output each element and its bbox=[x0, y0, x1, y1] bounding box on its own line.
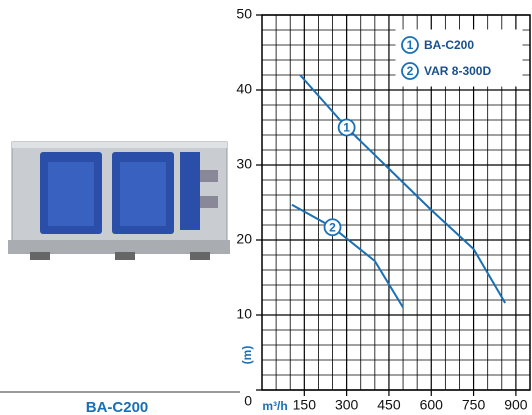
x-tick-label: 900 bbox=[504, 397, 528, 413]
curve-badge-label: 2 bbox=[407, 64, 414, 78]
legend-label: VAR 8-300D bbox=[424, 64, 491, 78]
y-axis-label: (m) bbox=[240, 346, 254, 365]
x-axis-label: m³/h bbox=[262, 399, 287, 413]
curve-badge-label: 2 bbox=[329, 220, 336, 234]
x-tick-label: 150 bbox=[293, 397, 317, 413]
curve-badge bbox=[401, 62, 419, 80]
legend: 1 BA-C200 2 VAR 8-300D bbox=[395, 29, 523, 87]
y-tick-label: 30 bbox=[236, 156, 252, 172]
y-tick-label: 10 bbox=[236, 306, 252, 322]
legend-label: BA-C200 bbox=[424, 38, 474, 52]
x-tick-label: 750 bbox=[462, 397, 486, 413]
legend-box bbox=[395, 29, 523, 87]
y-tick-label: 20 bbox=[236, 231, 252, 247]
curve-badge-label: 1 bbox=[407, 38, 414, 52]
x-tick-label: 450 bbox=[377, 397, 401, 413]
curve-badge-label: 1 bbox=[343, 121, 350, 135]
curve-badge bbox=[337, 118, 356, 137]
y-tick-label: 40 bbox=[236, 81, 252, 97]
product-name: BA-C200 bbox=[86, 399, 149, 415]
curve-badge bbox=[323, 218, 342, 237]
x-tick-label: 300 bbox=[335, 397, 359, 413]
curve bbox=[299, 74, 507, 304]
curve-badge bbox=[401, 36, 419, 54]
y-tick-label: 0 bbox=[244, 393, 252, 409]
curve bbox=[291, 203, 404, 309]
plot: 12 bbox=[291, 74, 507, 309]
plot-frame bbox=[261, 14, 531, 391]
y-tick-label: 50 bbox=[236, 6, 252, 22]
pump-photo bbox=[8, 141, 230, 260]
x-tick-label: 600 bbox=[420, 397, 444, 413]
